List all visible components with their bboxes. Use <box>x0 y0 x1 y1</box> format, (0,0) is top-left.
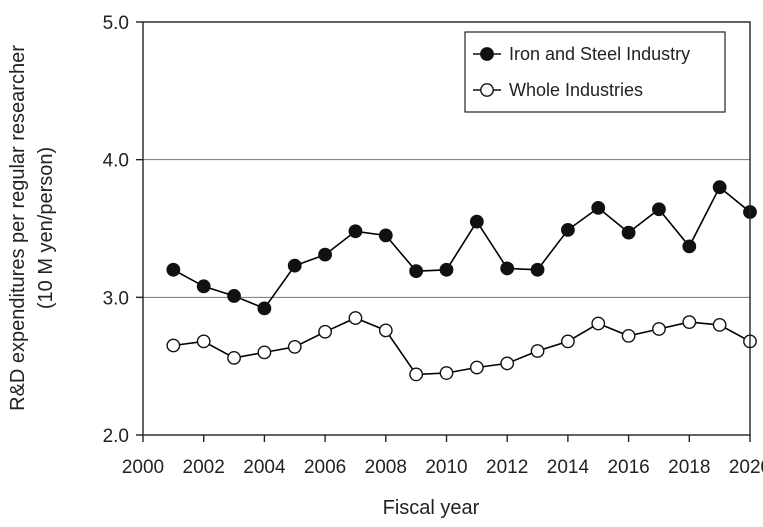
series-layer <box>166 180 757 382</box>
legend-item: Whole Industries <box>473 80 643 100</box>
x-tick-label: 2000 <box>122 457 164 478</box>
data-point <box>439 262 454 277</box>
data-point <box>409 367 424 382</box>
x-tick-label: 2002 <box>183 457 225 478</box>
series-iron-and-steel <box>166 180 757 316</box>
y-axis-title-line-2: (10 M yen/person) <box>35 147 57 309</box>
data-point <box>257 345 272 360</box>
legend-marker <box>480 83 494 97</box>
data-point <box>561 222 575 237</box>
x-tick-label: 2008 <box>365 457 407 478</box>
data-point <box>227 289 241 303</box>
data-point <box>378 323 393 338</box>
x-tick-label: 2010 <box>425 457 467 478</box>
data-point <box>227 351 241 365</box>
data-point <box>591 316 606 331</box>
data-point <box>621 328 636 343</box>
data-point <box>287 339 302 354</box>
legend: Iron and Steel Industry Whole Industries <box>464 31 726 113</box>
y-tick-label: 2.0 <box>103 426 129 447</box>
legend-item: Iron and Steel Industry <box>473 44 690 64</box>
data-point <box>500 261 515 276</box>
data-point <box>530 262 545 277</box>
data-point <box>682 315 697 330</box>
data-point <box>652 202 666 217</box>
y-tick-label: 3.0 <box>103 288 129 309</box>
gridlines <box>143 159 750 298</box>
data-point <box>561 334 575 349</box>
x-tick-label: 2018 <box>668 457 710 478</box>
y-axis-title-line-1: R&D expenditures per regular researcher <box>7 45 29 411</box>
data-point <box>166 338 181 353</box>
data-point <box>682 239 697 254</box>
y-tick-label: 4.0 <box>103 151 129 172</box>
axes: 2.0 3.0 4.0 5.0 2000 2002 2004 2006 2008 2010 2012… <box>103 13 763 478</box>
legend-box <box>464 31 726 113</box>
data-point <box>591 200 606 215</box>
legend-label: Iron and Steel Industry <box>509 44 690 64</box>
data-point <box>257 301 272 316</box>
x-tick-label: 2012 <box>486 457 528 478</box>
data-point <box>712 180 727 195</box>
data-point <box>439 366 454 380</box>
data-point <box>712 317 727 332</box>
legend-marker <box>480 47 494 61</box>
data-point <box>621 225 636 240</box>
data-point <box>318 247 332 262</box>
data-point <box>469 360 484 375</box>
data-point <box>348 224 363 239</box>
series-whole-industries <box>166 311 757 382</box>
x-tick-label: 2020 <box>729 457 763 478</box>
data-point <box>409 264 424 279</box>
data-point <box>196 334 211 349</box>
data-point <box>652 322 666 336</box>
data-point <box>378 228 393 243</box>
x-axis-title: Fiscal year <box>383 497 480 519</box>
legend-label: Whole Industries <box>509 80 643 100</box>
x-tick-label: 2004 <box>243 457 286 478</box>
x-tick-label: 2006 <box>304 457 346 478</box>
data-point <box>348 311 363 325</box>
data-point <box>196 279 211 294</box>
data-point <box>318 324 332 339</box>
data-point <box>469 214 484 229</box>
y-tick-label: 5.0 <box>103 13 129 34</box>
data-point <box>500 356 515 371</box>
data-point <box>166 262 181 277</box>
data-point <box>530 344 545 358</box>
x-tick-label: 2016 <box>607 457 649 478</box>
x-tick-label: 2014 <box>547 457 590 478</box>
data-point <box>287 258 302 273</box>
